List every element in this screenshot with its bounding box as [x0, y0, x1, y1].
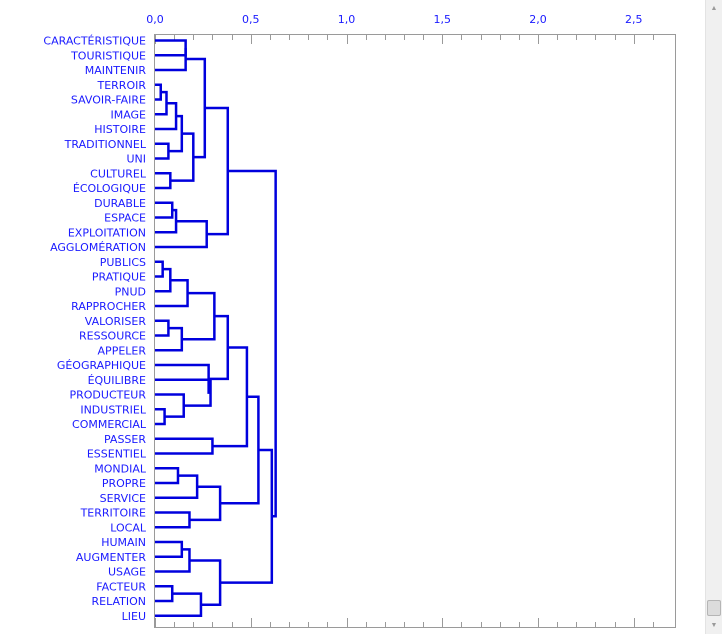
- link-c1: [155, 39, 187, 57]
- scroll-down-icon[interactable]: ▼: [710, 622, 718, 629]
- leaf-label-image: IMAGE: [110, 108, 146, 121]
- leaf-label-facteur: FACTEUR: [96, 580, 146, 593]
- leaf-label-essentiel: ESSENTIEL: [87, 448, 147, 461]
- x-tick-label: 2,0: [529, 13, 547, 26]
- leaf-label-usage: USAGE: [108, 566, 146, 579]
- link-root: [227, 169, 277, 518]
- leaf-label-mondial: MONDIAL: [94, 462, 147, 475]
- link-c18: [155, 319, 170, 337]
- leaf-label-savoir-faire: SAVOIR-FAIRE: [71, 94, 146, 107]
- scroll-up-icon[interactable]: ▲: [710, 5, 718, 12]
- leaf-label-industriel: INDUSTRIEL: [80, 403, 147, 416]
- leaf-label-traditionnel: TRADITIONNEL: [64, 138, 147, 151]
- leaf-label-uni: UNI: [126, 153, 146, 166]
- x-tick-label: 0,0: [146, 13, 164, 26]
- link-c25: [208, 314, 230, 381]
- leaf-label-relation: RELATION: [92, 595, 147, 608]
- link-c31: [189, 485, 222, 522]
- leaf-label-valoriser: VALORISER: [85, 315, 147, 328]
- leaf-label-durable: DURABLE: [94, 197, 146, 210]
- x-tick-label: 1,5: [434, 13, 452, 26]
- dendrogram-links: [155, 39, 277, 617]
- link-c38: [220, 448, 274, 584]
- leaf-label-exploitation: EXPLOITATION: [68, 226, 146, 239]
- link-c11: [155, 201, 174, 219]
- link-c13: [155, 219, 208, 249]
- link-c27: [212, 346, 249, 448]
- leaf-label-geographique: GÉOGRAPHIQUE: [57, 359, 146, 372]
- leaf-label-commercial: COMMERCIAL: [72, 418, 147, 431]
- link-c26: [155, 437, 214, 455]
- link-c3: [155, 83, 162, 101]
- leaf-label-terroir: TERROIR: [96, 79, 146, 92]
- leaf-label-touristique: TOURISTIQUE: [70, 49, 146, 62]
- leaf-label-maintenir: MAINTENIR: [85, 64, 147, 77]
- x-axis: 0,0 0,5 1,0 1,5 2,0 2,5: [146, 13, 654, 627]
- link-c34: [155, 548, 191, 573]
- link-c33: [155, 540, 184, 558]
- leaf-label-histoire: HISTOIRE: [94, 123, 146, 136]
- scroll-thumb[interactable]: [707, 600, 721, 616]
- link-c29: [155, 474, 199, 499]
- dendrogram-chart: 0,0 0,5 1,0 1,5 2,0 2,5 CARACTÉRISTIQUETOURIS…: [43, 13, 676, 628]
- link-c22: [155, 393, 185, 418]
- x-tick-label: 2,5: [625, 13, 643, 26]
- leaf-label-culturel: CULTUREL: [90, 167, 147, 180]
- leaf-label-lieu: LIEU: [122, 610, 146, 623]
- link-c28: [155, 467, 180, 485]
- link-c10: [185, 57, 207, 159]
- leaf-label-augmenter: AUGMENTER: [76, 551, 146, 564]
- link-c36: [155, 592, 203, 617]
- leaf-label-caracteristique: CARACTÉRISTIQUE: [43, 35, 146, 48]
- leaf-label-passer: PASSER: [104, 433, 146, 446]
- leaf-label-territoire: TERRITOIRE: [80, 507, 146, 520]
- link-c15: [155, 260, 164, 278]
- link-c21: [155, 408, 166, 426]
- link-c32: [220, 395, 260, 505]
- link-c14: [204, 106, 230, 236]
- leaf-label-propre: PROPRE: [102, 477, 146, 490]
- leaf-label-ecologique: ÉCOLOGIQUE: [73, 182, 146, 195]
- leaf-label-service: SERVICE: [100, 492, 146, 505]
- leaf-label-appeler: APPELER: [98, 344, 147, 357]
- leaf-label-humain: HUMAIN: [101, 536, 146, 549]
- leaf-label-local: LOCAL: [110, 521, 147, 534]
- leaf-label-pnud: PNUD: [115, 285, 146, 298]
- link-c35: [155, 585, 174, 603]
- link-c8: [155, 172, 172, 190]
- link-c30: [155, 511, 191, 529]
- leaf-label-ressource: RESSOURCE: [79, 330, 146, 343]
- link-c6: [155, 142, 170, 160]
- leaf-label-equilibre: ÉQUILIBRE: [88, 374, 146, 387]
- x-tick-label: 0,5: [242, 13, 260, 26]
- leaf-label-rapprocher: RAPPROCHER: [71, 300, 146, 313]
- link-c37: [189, 559, 222, 606]
- x-tick-label: 1,0: [338, 13, 356, 26]
- leaf-label-espace: ESPACE: [104, 212, 146, 225]
- leaf-label-agglomeration: AGGLOMÉRATION: [50, 241, 146, 254]
- leaf-label-publics: PUBLICS: [100, 256, 146, 269]
- link-c2: [155, 47, 187, 72]
- leaf-label-producteur: PRODUCTEUR: [69, 389, 146, 402]
- leaf-label-pratique: PRATIQUE: [92, 271, 146, 284]
- vertical-scrollbar[interactable]: ▲ ▼: [705, 0, 722, 634]
